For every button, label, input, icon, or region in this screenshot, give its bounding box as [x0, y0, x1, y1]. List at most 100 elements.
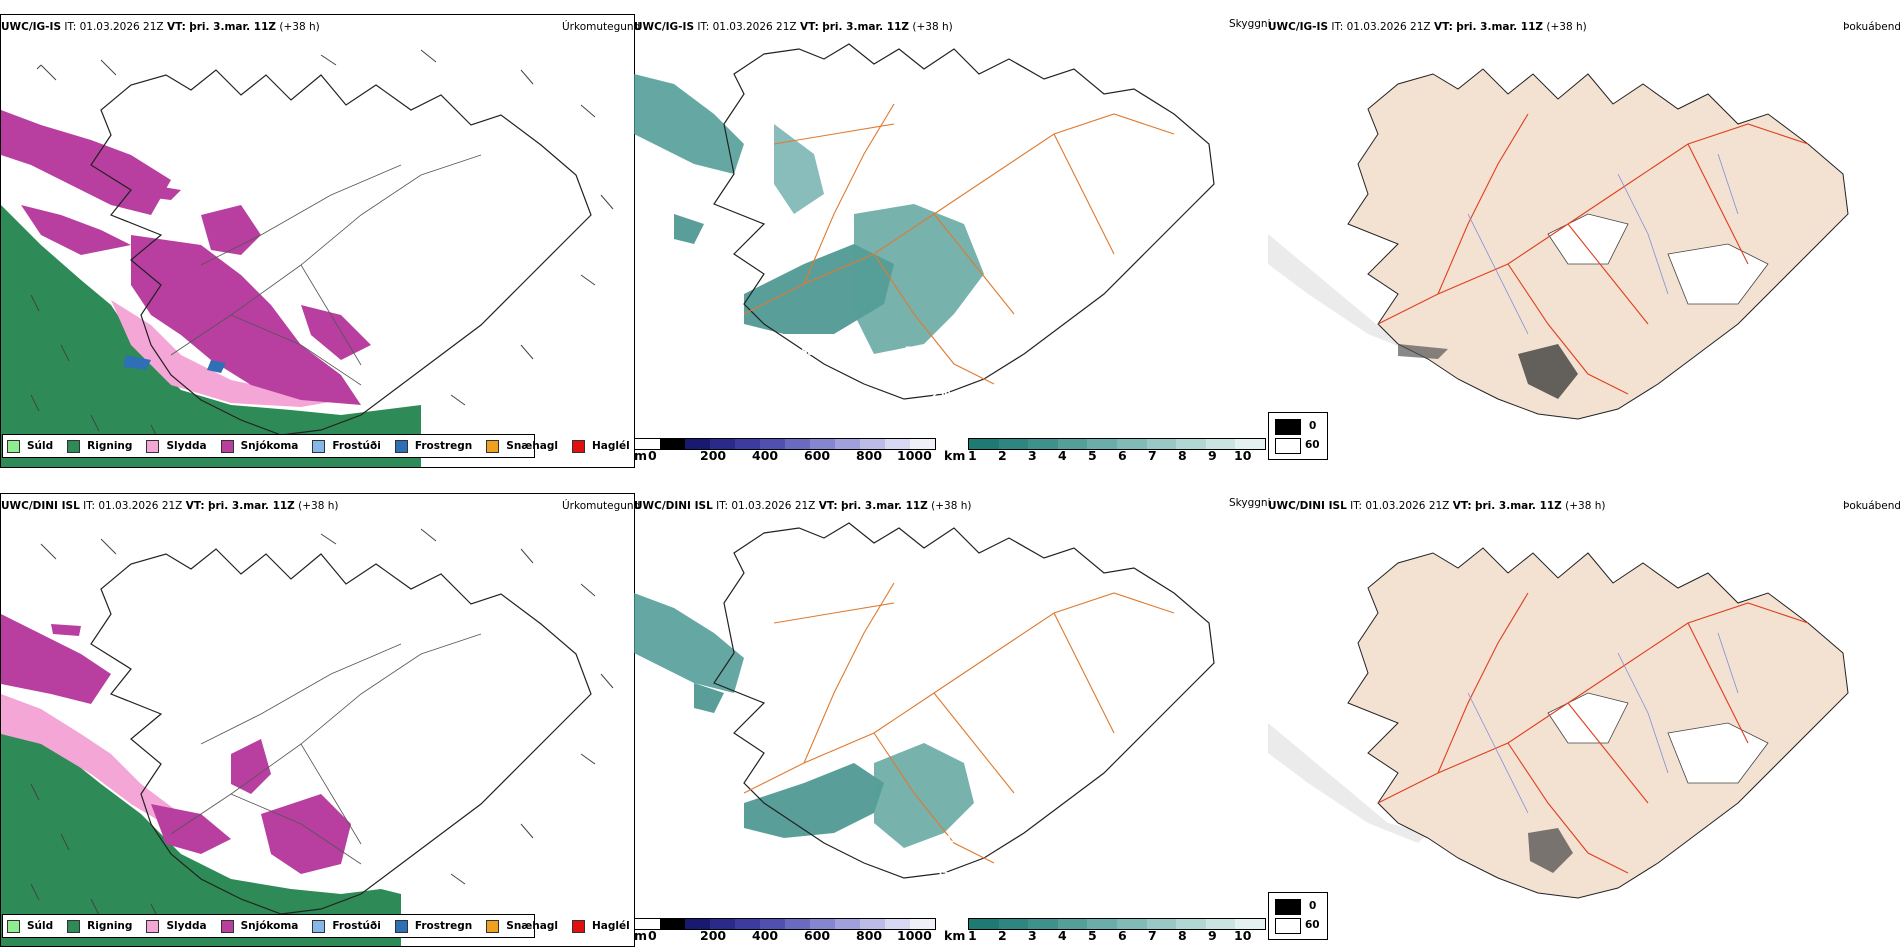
visibility-tick: 7: [1148, 448, 1157, 463]
legend-swatch: [571, 919, 585, 933]
visibility-field: [774, 124, 824, 214]
precip-legend: Súld Rigning Slydda Snjókoma Frostúði Fr…: [2, 434, 630, 458]
wind-barbs: [30, 528, 614, 921]
fog-legend-label: 60: [1305, 919, 1320, 931]
visibility-tick: 4: [1058, 448, 1067, 463]
colorbar-cell: [1205, 919, 1236, 929]
freezing-rain-area: [207, 360, 226, 373]
legend-swatch: [486, 439, 500, 453]
legend-item-hail: Haglél: [571, 439, 630, 453]
fog-area: [1518, 344, 1578, 399]
colorbar-cell: [760, 439, 785, 449]
model-name: UWC/DINI ISL: [634, 500, 713, 512]
visibility-colorbar: [968, 438, 1266, 450]
colorbar-cell: [1087, 919, 1117, 929]
visibility-colorbar: [968, 918, 1266, 930]
snow-area: [1, 614, 111, 704]
lead-time: (+38 h): [279, 21, 320, 33]
ceiling-unit: m: [634, 928, 648, 943]
legend-swatch: [67, 439, 81, 453]
lead-time: (+38 h): [298, 500, 339, 512]
visibility-tick: 1: [968, 928, 977, 943]
visibility-tick: 3: [1028, 928, 1037, 943]
valid-time-label: VT:: [185, 500, 205, 512]
fog-index-panel: [1268, 493, 1900, 913]
fog-legend-label: 0: [1309, 420, 1317, 432]
colorbar-cell: [685, 439, 710, 449]
legend-swatch: [67, 919, 81, 933]
fog-map: [1268, 68, 1849, 420]
valid-time-label: VT:: [166, 21, 186, 33]
fog-panel-header: UWC/DINI ISL IT: 01.03.2026 21Z VT: þri.…: [1268, 500, 1606, 512]
colorbar-cell: [710, 439, 735, 449]
visibility-tick: 6: [1118, 448, 1127, 463]
visibility-tick: 10: [1234, 928, 1252, 943]
colorbar-cell: [710, 919, 735, 929]
river-network: [1467, 632, 1739, 814]
ceiling-tick: 800: [856, 448, 883, 463]
colorbar-cell: [969, 919, 999, 929]
lead-time: (+38 h): [1565, 500, 1606, 512]
road-network: [170, 633, 482, 865]
ceiling-tick: 600: [804, 448, 831, 463]
colorbar-cell: [835, 919, 860, 929]
colorbar-cell: [1057, 919, 1088, 929]
legend-swatch: [220, 439, 234, 453]
legend-item-sleet: Slydda: [146, 919, 207, 933]
visibility-field: [744, 763, 884, 838]
fog-swatch-60: [1275, 438, 1301, 454]
legend-item-freezing-drizzle: Frostúði: [312, 439, 381, 453]
colorbar-cell: [835, 439, 860, 449]
model-name: UWC/IG-IS: [1, 21, 62, 33]
precip-panel-header: UWC/IG-IS IT: 01.03.2026 21Z VT: þri. 3.…: [1, 21, 320, 33]
snow-area: [51, 624, 81, 636]
colorbar-cell: [635, 439, 660, 449]
legend-swatch: [486, 919, 500, 933]
fog-panel-title: Þokuábendi: [1843, 500, 1900, 512]
visibility-unit: km: [944, 928, 966, 943]
init-time: IT: 01.03.2026 21Z: [64, 21, 164, 33]
road-network: [1377, 113, 1809, 395]
colorbar-cell: [860, 919, 885, 929]
legend-swatch: [7, 439, 20, 453]
legend-item-rain: Rigning: [67, 919, 132, 933]
snow-area: [151, 804, 231, 854]
visibility-field: [854, 204, 984, 354]
legend-swatch: [146, 439, 160, 453]
legend-swatch: [7, 919, 20, 933]
snow-area: [21, 205, 131, 255]
model-name: UWC/IG-IS: [634, 21, 695, 33]
init-time: IT: 01.03.2026 21Z: [697, 21, 797, 33]
snow-area: [301, 305, 371, 360]
fog-legend: 0 60: [1268, 412, 1328, 460]
visibility-field: [874, 743, 974, 848]
init-time: IT: 01.03.2026 21Z: [1350, 500, 1450, 512]
legend-swatch: [220, 919, 234, 933]
legend-item-freezing-rain: Frostregn: [394, 439, 472, 453]
snow-area: [146, 185, 181, 200]
visibility-tick: 5: [1088, 928, 1097, 943]
road-network: [743, 103, 1175, 385]
sleet-area: [111, 300, 341, 407]
glacier: [1667, 722, 1769, 784]
legend-item-snow-pellets: Snæhagl: [486, 919, 558, 933]
legend-item-drizzle: Súld: [7, 919, 53, 933]
map-value-label: 158: [795, 348, 814, 358]
colorbar-cell: [660, 919, 685, 929]
snow-area: [231, 739, 271, 794]
visibility-tick: 8: [1178, 448, 1187, 463]
visibility-tick: 8: [1178, 928, 1187, 943]
colorbar-cell: [1176, 919, 1206, 929]
colorbar-cell: [998, 919, 1029, 929]
colorbar-cell: [785, 919, 810, 929]
colorbar-cell: [735, 919, 760, 929]
colorbar-cell: [1087, 439, 1117, 449]
colorbar-cell: [1235, 439, 1265, 449]
colorbar-cell: [998, 439, 1029, 449]
colorbar-cell: [860, 439, 885, 449]
fog-area: [1398, 344, 1448, 359]
visibility-colorbar-swatches: [968, 918, 1266, 930]
valid-time: þri. 3.mar. 11Z: [1474, 500, 1562, 512]
colorbar-cell: [885, 439, 910, 449]
visibility-tick: 7: [1148, 928, 1157, 943]
